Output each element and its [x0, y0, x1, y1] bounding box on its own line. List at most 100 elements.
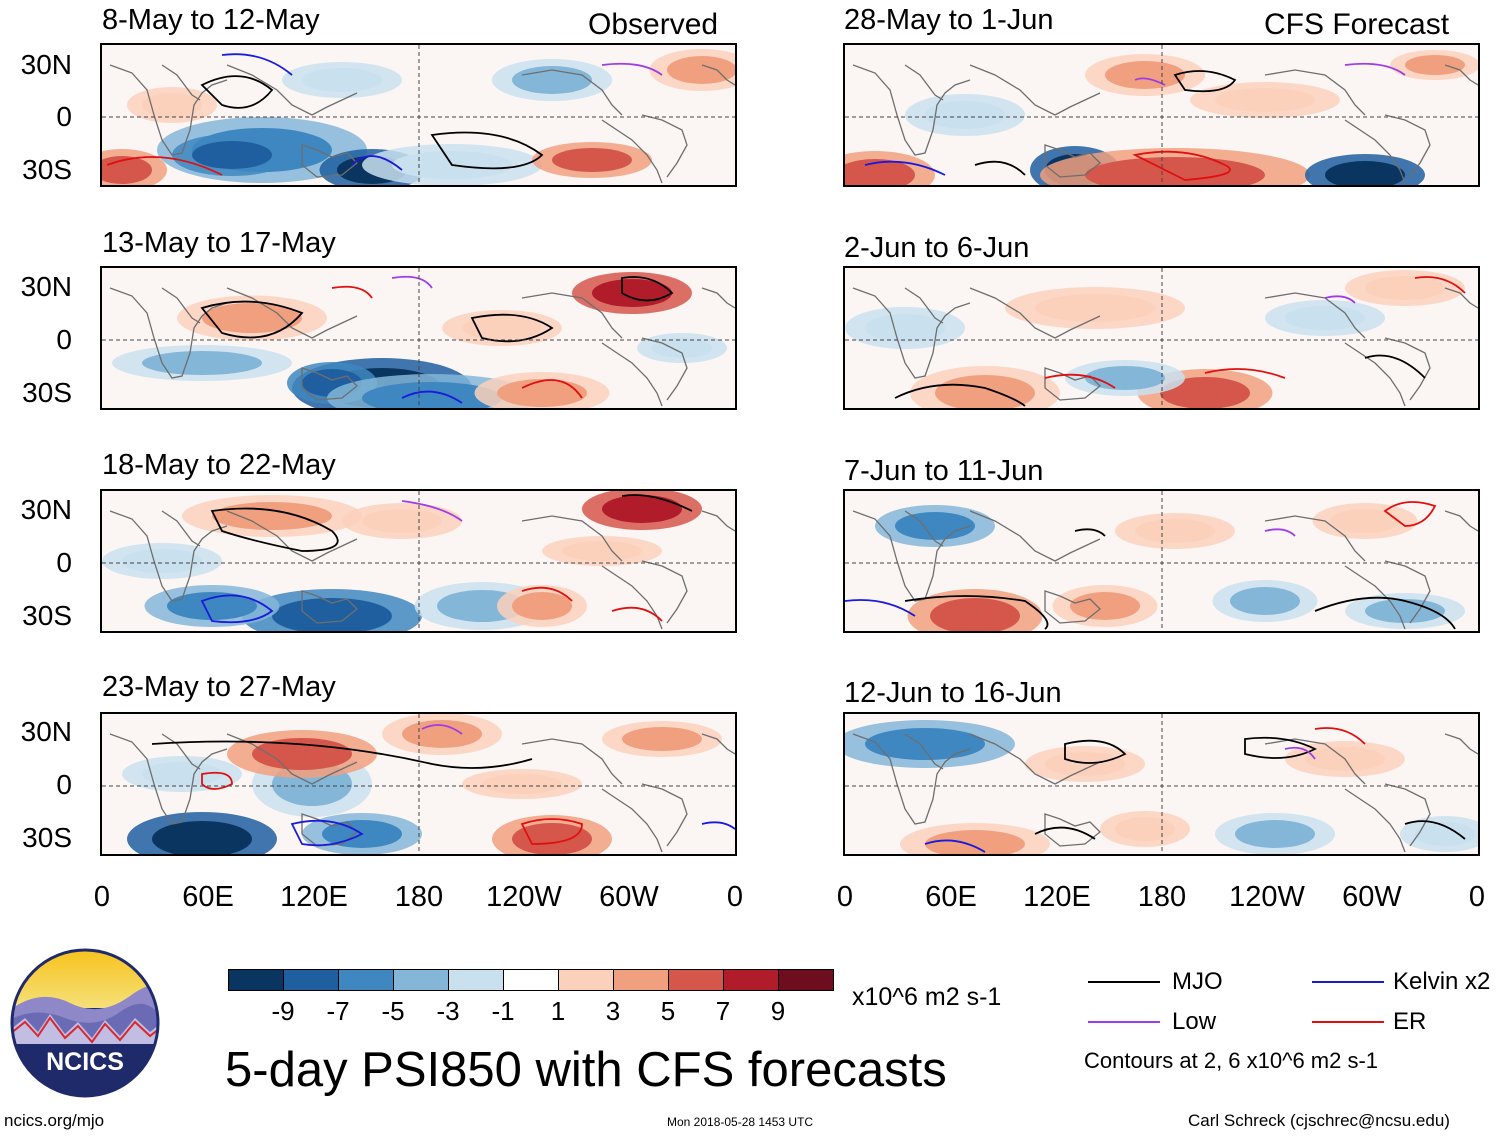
coastline	[641, 560, 688, 624]
contour-line	[221, 53, 293, 76]
legend-label-mjo: MJO	[1172, 968, 1223, 995]
anomaly-blob	[602, 721, 722, 757]
coastline	[701, 733, 735, 755]
coastline	[969, 287, 1101, 339]
lon-label-120w: 120W	[486, 881, 562, 913]
coastline	[601, 788, 663, 853]
anomaly-blob	[845, 151, 935, 185]
coastline	[301, 367, 358, 401]
lon-label-0: 0	[836, 881, 854, 913]
anomaly-blob	[1052, 585, 1158, 627]
anomaly-blob	[342, 503, 462, 539]
colorbar	[228, 969, 834, 993]
contour-line	[106, 156, 223, 176]
coastline	[1384, 560, 1431, 624]
coastline	[1264, 69, 1366, 116]
contour-line	[601, 62, 663, 76]
coastline	[701, 64, 735, 86]
anomaly-blob	[1400, 816, 1478, 852]
contour-line	[864, 160, 946, 176]
panel-title-3: 18-May to 22-May	[102, 449, 336, 481]
anomaly-blob	[910, 366, 1060, 408]
coastline	[641, 114, 688, 178]
lat-label-30n: 30N	[20, 271, 72, 302]
coastline	[701, 287, 735, 309]
map-canvas	[845, 45, 1478, 185]
contour-line	[845, 599, 916, 617]
anomaly-blob	[637, 333, 727, 363]
footer-author: Carl Schreck (cjschrec@ncsu.edu)	[1188, 1111, 1450, 1130]
map-panel-forecast-1	[843, 43, 1480, 187]
coastline	[1344, 119, 1406, 184]
contour-line	[200, 300, 304, 339]
legend-line-mjo	[1088, 981, 1160, 983]
coastline	[1344, 788, 1406, 853]
panel-title-7: 7-Jun to 11-Jun	[844, 455, 1044, 487]
coastline	[601, 342, 663, 407]
contour-line	[621, 494, 693, 512]
coastline	[852, 287, 971, 379]
coastline	[226, 510, 358, 562]
contour-line	[421, 724, 463, 735]
contour-line	[894, 383, 1026, 407]
contour-line	[1244, 736, 1318, 759]
contour-line	[611, 606, 663, 622]
contour-line	[1034, 826, 1096, 840]
map-canvas	[102, 45, 735, 185]
map-canvas	[845, 491, 1478, 631]
lon-label-180: 180	[394, 881, 444, 913]
lon-label-120e: 120E	[280, 881, 348, 913]
coastline	[641, 337, 688, 401]
lon-label-0-end: 0	[726, 881, 744, 913]
coastline	[1444, 733, 1478, 755]
lon-label-60w: 60W	[599, 881, 659, 913]
lon-label-120w: 120W	[1229, 881, 1305, 913]
anomaly-blob	[1215, 813, 1335, 854]
lat-label-30n: 30N	[20, 716, 72, 747]
anomaly-blob	[1265, 300, 1385, 336]
panel-title-4: 23-May to 27-May	[102, 671, 336, 703]
coastline	[161, 733, 201, 770]
anomaly-blob	[572, 272, 692, 314]
coastline	[1444, 510, 1478, 532]
anomaly-blob	[845, 307, 965, 349]
coastline	[969, 733, 1101, 785]
coastline	[226, 287, 358, 339]
lat-label-30n: 30N	[20, 49, 72, 80]
lon-label-60w: 60W	[1342, 881, 1402, 913]
main-title: 5-day PSI850 with CFS forecasts	[225, 1043, 947, 1097]
anomaly-blob	[542, 536, 662, 566]
lat-label-30s: 30S	[22, 600, 72, 631]
contour-line	[1324, 295, 1356, 304]
anomaly-blob	[1005, 287, 1185, 329]
anomaly-blob	[112, 345, 292, 381]
colorbar-tick-label: 7	[715, 996, 731, 1026]
footer-url: ncics.org/mjo	[4, 1111, 105, 1130]
anomaly-blob	[1190, 82, 1340, 118]
lon-label-120e: 120E	[1023, 881, 1091, 913]
coastline	[161, 510, 201, 547]
anomaly-blob	[144, 585, 280, 627]
contour-line	[391, 275, 433, 289]
colorbar-tick-label: -1	[491, 996, 515, 1026]
anomaly-blob	[1345, 593, 1465, 629]
contour-line	[1074, 528, 1106, 537]
contour-line	[1383, 501, 1437, 527]
coastline	[301, 144, 358, 178]
coastline	[904, 287, 944, 324]
coastline	[226, 733, 358, 785]
contour-line	[331, 285, 373, 299]
coastline	[969, 64, 1101, 116]
logo-text: NCICS	[46, 1048, 124, 1076]
contour-line	[1204, 368, 1286, 379]
legend-line-er	[1312, 1021, 1384, 1023]
coastline	[521, 515, 623, 562]
contour-line	[1364, 354, 1426, 379]
coastline	[521, 69, 623, 116]
coastline	[852, 64, 971, 156]
colorbar-swatch	[558, 969, 614, 991]
map-panel-observed-3	[100, 489, 737, 633]
lat-label-30s: 30S	[22, 377, 72, 408]
map-panel-observed-4	[100, 712, 737, 856]
coastline	[1264, 515, 1366, 562]
